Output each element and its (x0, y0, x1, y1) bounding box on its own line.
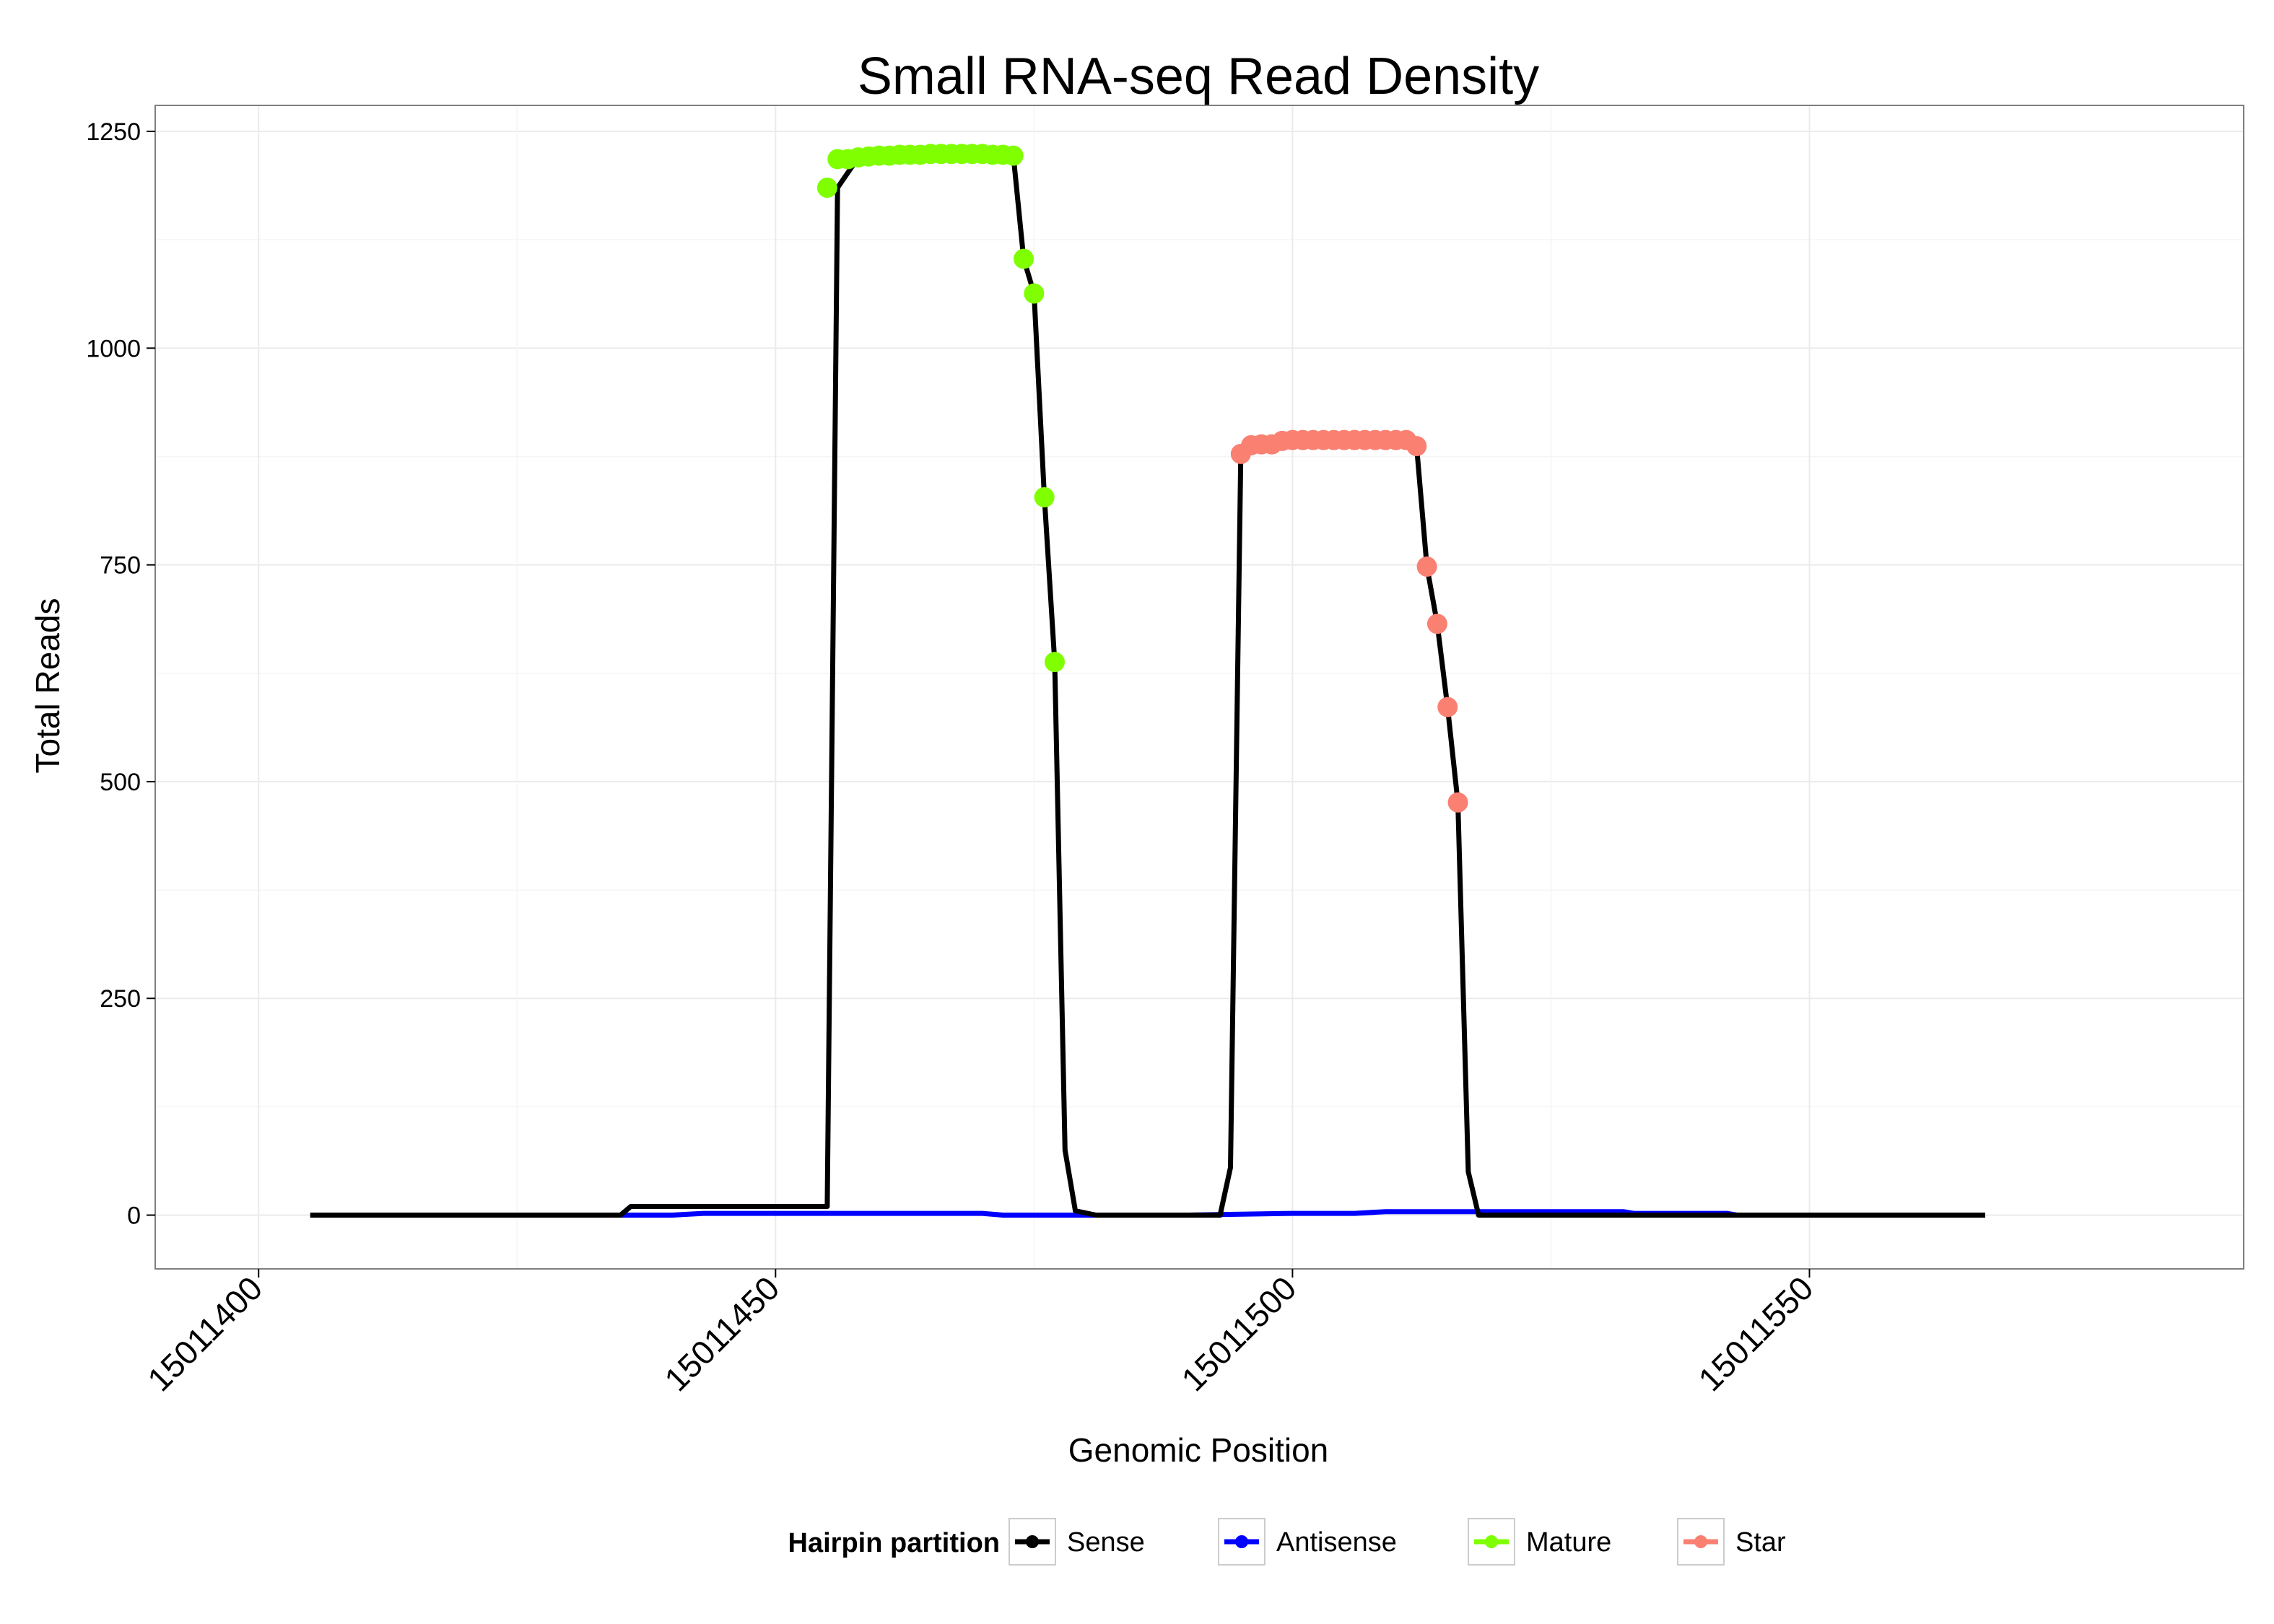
legend-key-point (1694, 1535, 1707, 1548)
legend-title: Hairpin partition (788, 1528, 1000, 1558)
legend-entries: Sense Antisense Mature Star (1009, 1518, 1786, 1566)
mature-point (1003, 145, 1024, 166)
star-point (1447, 792, 1468, 813)
y-tick-label: 1250 (86, 118, 141, 146)
chart-title: Small RNA-seq Read Density (858, 48, 1539, 105)
y-tick-label: 250 (100, 985, 141, 1013)
mature-point (1024, 283, 1045, 304)
legend-entry-star: Star (1677, 1518, 1786, 1566)
star-point (1437, 697, 1458, 717)
legend-label: Star (1735, 1527, 1786, 1558)
axes: 0 250 500 750 1000 1250 15011400 15011450 150115… (86, 118, 1820, 1398)
star-point (1416, 556, 1437, 577)
y-axis-title: Total Reads (29, 598, 66, 774)
legend-label: Mature (1526, 1527, 1611, 1558)
x-tick-label: 15011400 (140, 1269, 269, 1398)
x-tick-label: 15011500 (1174, 1269, 1303, 1398)
x-axis-title: Genomic Position (1068, 1431, 1329, 1469)
legend-entry-sense: Sense (1009, 1518, 1145, 1566)
series-line-sense (310, 151, 1985, 1218)
x-tick-label: 15011550 (1691, 1269, 1820, 1398)
star-point (1406, 436, 1427, 457)
grid-lines (155, 105, 2244, 1269)
legend-label: Antisense (1276, 1527, 1397, 1558)
mature-point (816, 178, 837, 198)
legend-key-point (1485, 1535, 1498, 1548)
y-tick-label: 1000 (86, 335, 141, 362)
y-tick-label: 500 (100, 769, 141, 796)
y-tick-label: 750 (100, 552, 141, 580)
series-points (816, 144, 1468, 813)
star-point (1426, 614, 1447, 634)
legend-key-point (1026, 1535, 1039, 1548)
mature-point (1034, 486, 1055, 507)
plot-panel-border (154, 105, 2244, 1270)
legend: Hairpin partition Sense Antisense Mature St… (788, 1518, 1786, 1566)
legend-entry-mature: Mature (1468, 1518, 1611, 1566)
legend-key-point (1235, 1535, 1248, 1548)
legend-entry-antisense: Antisense (1218, 1518, 1397, 1566)
series-lines (310, 151, 1985, 1218)
y-tick-label: 0 (127, 1202, 141, 1230)
legend-label: Sense (1067, 1527, 1145, 1558)
mature-point (1044, 652, 1065, 673)
mature-point (1014, 248, 1034, 269)
x-tick-label: 15011450 (657, 1269, 786, 1398)
